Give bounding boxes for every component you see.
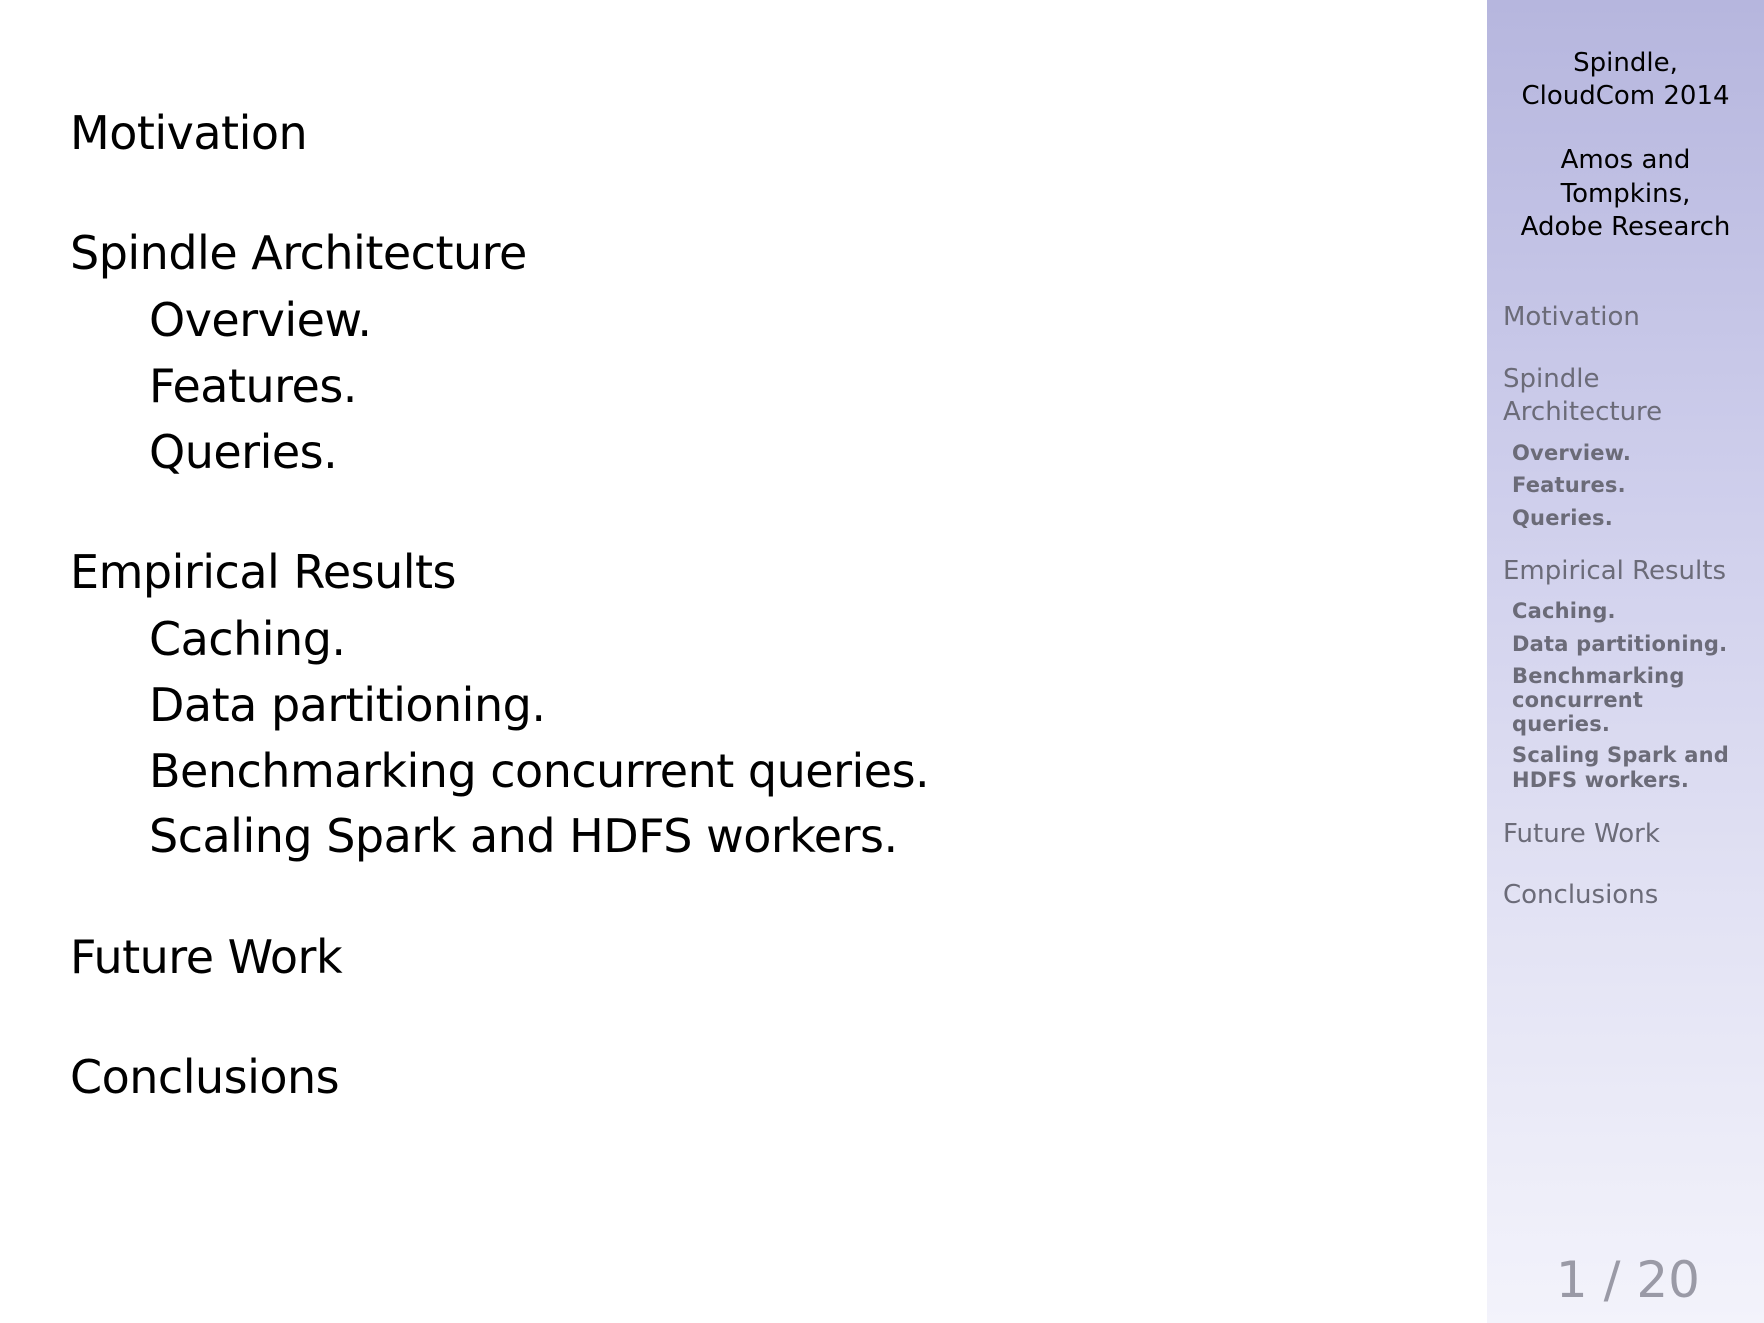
sidebar-item-future-work[interactable]: Future Work — [1503, 819, 1660, 849]
toc-subsection-scaling[interactable]: Scaling Spark and HDFS workers. — [149, 809, 898, 863]
sidebar-subitem-features[interactable]: Features. — [1512, 473, 1626, 497]
toc-section-architecture[interactable]: Spindle Architecture — [70, 226, 527, 280]
toc-section-results[interactable]: Empirical Results — [70, 545, 457, 599]
sidebar-subitem-overview[interactable]: Overview. — [1512, 441, 1632, 465]
sidebar-subitem-benchmarking-line3[interactable]: queries. — [1512, 712, 1611, 736]
sidebar-item-motivation[interactable]: Motivation — [1503, 302, 1640, 332]
toc-subsection-queries[interactable]: Queries. — [149, 425, 338, 479]
sidebar-subitem-scaling-line1[interactable]: Scaling Spark and — [1512, 743, 1729, 767]
sidebar-subitem-scaling-line2[interactable]: HDFS workers. — [1512, 768, 1690, 792]
sidebar-subitem-benchmarking-line2[interactable]: concurrent — [1512, 688, 1644, 712]
toc-subsection-features[interactable]: Features. — [149, 359, 357, 413]
sidebar-authors-line1: Amos and — [1560, 145, 1691, 175]
toc-subsection-caching[interactable]: Caching. — [149, 612, 346, 666]
sidebar-item-conclusions[interactable]: Conclusions — [1503, 880, 1659, 910]
sidebar-item-results[interactable]: Empirical Results — [1503, 556, 1726, 586]
sidebar-item-architecture-line1[interactable]: Spindle — [1503, 364, 1600, 394]
slide-content: Motivation Spindle Architecture Overview… — [70, 106, 930, 1104]
sidebar-authors-line2: Tompkins, — [1560, 179, 1691, 209]
sidebar-item-architecture-line2[interactable]: Architecture — [1503, 397, 1663, 427]
toc-subsection-overview[interactable]: Overview. — [149, 293, 372, 347]
sidebar-subitem-queries[interactable]: Queries. — [1512, 506, 1613, 530]
toc-section-conclusions[interactable]: Conclusions — [70, 1050, 340, 1104]
sidebar-subitem-caching[interactable]: Caching. — [1512, 599, 1616, 623]
sidebar-subitem-benchmarking-line1[interactable]: Benchmarking — [1512, 664, 1685, 688]
sidebar-authors-line3: Adobe Research — [1520, 212, 1731, 242]
toc-subsection-benchmarking[interactable]: Benchmarking concurrent queries. — [149, 744, 930, 798]
toc-subsection-partitioning[interactable]: Data partitioning. — [149, 678, 546, 732]
sidebar-title-line1: Spindle, — [1573, 48, 1678, 78]
navigation-sidebar: Spindle, CloudCom 2014 Amos and Tompkins… — [1487, 0, 1764, 1323]
sidebar-subitem-partitioning[interactable]: Data partitioning. — [1512, 632, 1728, 656]
toc-section-motivation[interactable]: Motivation — [70, 106, 308, 160]
sidebar-title-line2: CloudCom 2014 — [1521, 81, 1730, 111]
toc-section-future-work[interactable]: Future Work — [70, 930, 343, 984]
page-number: 1 / 20 — [1555, 1251, 1700, 1309]
